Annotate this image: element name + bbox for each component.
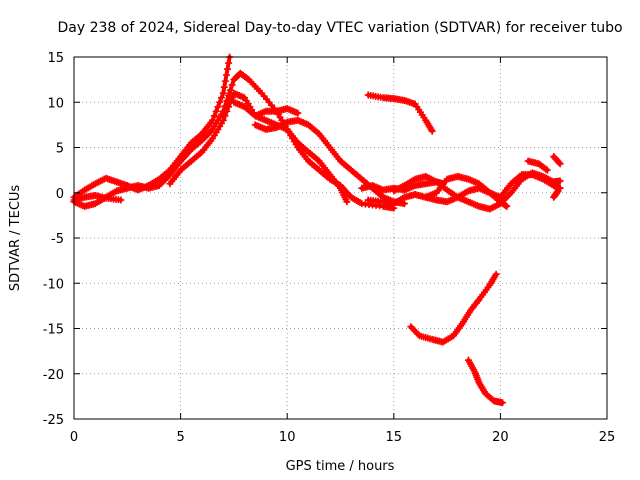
y-tick-label: 10 — [47, 96, 64, 111]
series-track-11 — [422, 172, 511, 210]
x-tick-label: 15 — [386, 430, 403, 445]
y-tick-label: -5 — [51, 232, 64, 247]
series-track-16 — [464, 356, 507, 407]
series-track-5 — [230, 98, 302, 120]
y-tick-label: -10 — [43, 277, 64, 292]
y-tick-label: 5 — [56, 142, 64, 157]
series-markers — [550, 187, 562, 201]
series-track-14 — [550, 187, 562, 201]
series-markers — [524, 157, 551, 174]
series-markers — [230, 98, 302, 120]
x-tick-label: 20 — [492, 430, 509, 445]
x-tick-label: 25 — [599, 430, 616, 445]
series-track-13 — [550, 153, 564, 168]
y-tick-label: -25 — [43, 413, 64, 428]
y-tick-label: 0 — [56, 187, 64, 202]
series-markers — [364, 91, 436, 135]
series-markers — [166, 89, 398, 212]
series-markers — [464, 356, 507, 407]
series-markers — [407, 270, 500, 346]
y-axis-title: SDTVAR / TECUs — [8, 185, 23, 292]
x-tick-label: 5 — [176, 430, 184, 445]
y-tick-label: -15 — [43, 323, 64, 338]
y-tick-label: -20 — [43, 368, 64, 383]
y-tick-label: 15 — [47, 51, 64, 66]
series-track-15 — [407, 270, 500, 346]
series-markers — [422, 172, 511, 210]
tick-labels: 0 5 10 15 20 25 -25 -20 -15 -10 -5 0 5 10 15 — [43, 51, 616, 445]
chart-title: Day 238 of 2024, Sidereal Day-to-day VTE… — [57, 20, 622, 36]
grid — [74, 57, 607, 419]
tick-marks — [73, 56, 608, 420]
x-tick-label: 0 — [70, 430, 78, 445]
series-track-10 — [390, 169, 564, 213]
series-markers — [390, 169, 564, 213]
x-tick-label: 10 — [279, 430, 296, 445]
series-track-12 — [524, 157, 551, 174]
series-track-7 — [364, 91, 436, 135]
series-markers — [550, 153, 564, 168]
x-axis-title: GPS time / hours — [286, 459, 395, 474]
